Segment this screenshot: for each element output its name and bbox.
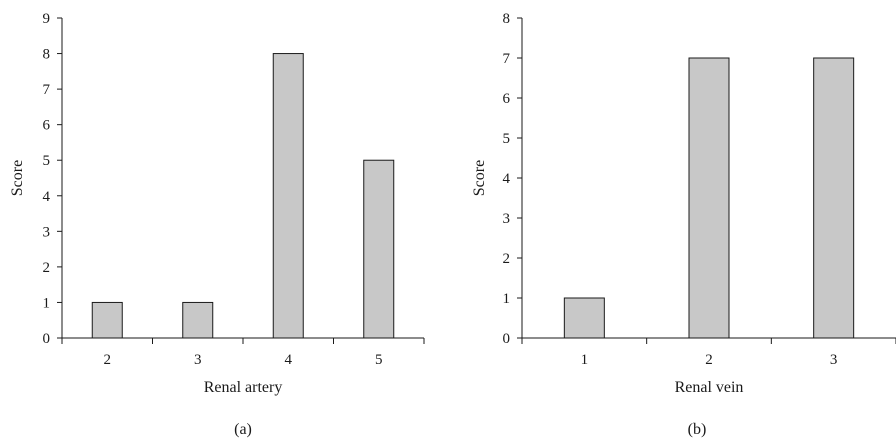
y-tick-label-b: 0 xyxy=(503,331,511,347)
y-tick-label-a: 7 xyxy=(43,82,51,98)
x-tick-label-a: 4 xyxy=(285,352,293,368)
y-tick-label-b: 3 xyxy=(503,211,511,227)
x-axis-title-b: Renal vein xyxy=(675,379,744,396)
chart-panel-a: 0 1 2 3 4 5 6 7 8 9 2 3 4 5 Renal artery Score (a) xyxy=(9,11,425,438)
y-axis-title-a: Score xyxy=(9,160,26,196)
bar-a-2 xyxy=(91,301,123,339)
bar-a-3 xyxy=(182,301,214,339)
y-tick-label-a: 1 xyxy=(43,295,51,311)
y-tick-label-b: 7 xyxy=(503,51,511,67)
x-tick-label-b: 1 xyxy=(581,352,589,368)
panel-caption-a: (a) xyxy=(234,421,252,438)
y-tick-label-a: 3 xyxy=(43,224,51,240)
y-tick-label-a: 4 xyxy=(43,189,51,205)
x-tick-label-a: 5 xyxy=(375,352,383,368)
bar-b-2 xyxy=(688,57,730,339)
y-axis-title-b: Score xyxy=(471,160,488,196)
y-tick-label-a: 2 xyxy=(43,260,51,276)
y-tick-label-b: 4 xyxy=(503,171,511,187)
bar-a-5 xyxy=(363,159,395,339)
bar-b-1 xyxy=(563,297,605,339)
chart-panel-b: 0 1 2 3 4 5 6 7 8 1 2 3 Renal vein Score (b) xyxy=(471,11,896,438)
x-axis-title-a: Renal artery xyxy=(204,379,283,396)
y-tick-label-b: 5 xyxy=(503,131,511,147)
y-tick-label-b: 8 xyxy=(503,11,511,27)
x-tick-label-b: 3 xyxy=(830,352,838,368)
x-tick-label-a: 3 xyxy=(194,352,202,368)
x-tick-label-a: 2 xyxy=(104,352,112,368)
y-tick-label-a: 5 xyxy=(43,153,51,169)
y-tick-label-a: 0 xyxy=(43,331,51,347)
bar-b-3 xyxy=(813,57,855,339)
y-tick-label-a: 8 xyxy=(43,47,51,63)
y-tick-label-a: 6 xyxy=(43,118,51,134)
panel-caption-b: (b) xyxy=(688,421,707,438)
x-tick-label-b: 2 xyxy=(705,352,713,368)
y-tick-label-b: 2 xyxy=(503,251,511,267)
y-tick-label-b: 1 xyxy=(503,291,511,307)
bar-a-4 xyxy=(272,53,304,339)
y-tick-label-b: 6 xyxy=(503,91,511,107)
y-tick-label-a: 9 xyxy=(43,11,51,27)
